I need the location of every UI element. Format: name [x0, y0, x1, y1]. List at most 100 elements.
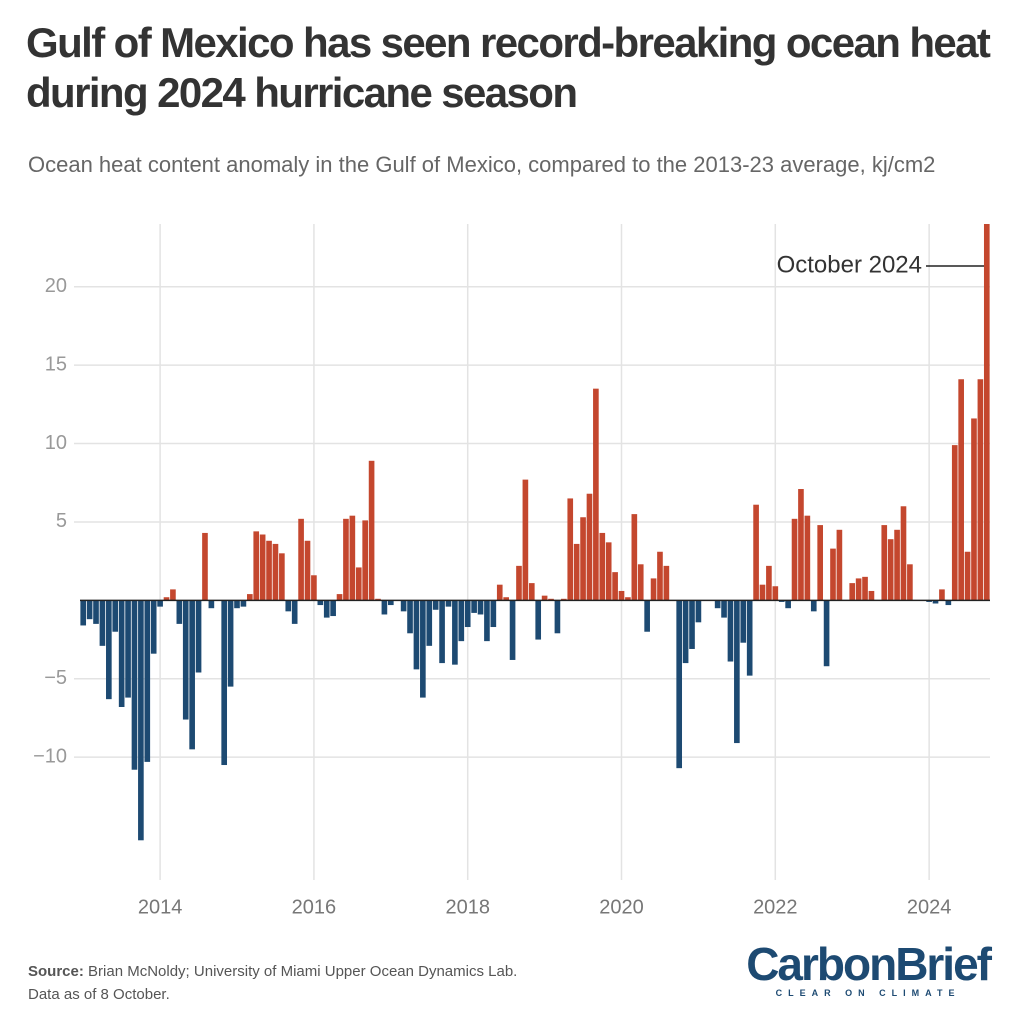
bar	[381, 600, 388, 615]
bar	[86, 600, 93, 620]
bar	[323, 600, 330, 618]
bar	[317, 600, 324, 606]
bar	[420, 600, 426, 698]
x-tick-label: 2014	[138, 896, 183, 918]
bar	[253, 531, 260, 601]
bar	[503, 597, 509, 601]
y-tick-label: −10	[33, 745, 67, 767]
bar	[227, 600, 234, 687]
bar	[266, 540, 272, 601]
bar	[202, 532, 208, 601]
logo-text: CarbonBrief	[746, 938, 992, 990]
bar	[496, 584, 503, 601]
bar	[349, 515, 356, 601]
bar	[746, 600, 753, 676]
bar	[541, 595, 548, 601]
bar	[208, 600, 215, 609]
bar	[298, 518, 304, 601]
bar	[881, 525, 888, 601]
bar	[618, 590, 625, 601]
bar	[817, 525, 823, 601]
bar	[778, 600, 785, 602]
bar	[810, 600, 817, 612]
y-tick-label: 15	[45, 353, 67, 375]
bar	[887, 539, 894, 601]
bar	[445, 600, 452, 607]
bar	[836, 529, 843, 601]
bar	[144, 600, 151, 762]
bar	[336, 594, 343, 601]
bar	[432, 600, 439, 610]
bar	[343, 518, 349, 601]
bar	[247, 594, 253, 601]
bar	[593, 388, 599, 601]
bar	[855, 578, 862, 601]
bar	[407, 600, 413, 634]
bar	[548, 598, 554, 601]
bar	[99, 600, 106, 646]
bar	[375, 598, 381, 601]
bar	[477, 600, 484, 615]
bar	[958, 379, 964, 601]
bar	[599, 532, 606, 601]
bar	[766, 565, 772, 601]
bar	[586, 493, 593, 601]
bar	[195, 600, 202, 673]
bar	[272, 543, 279, 601]
bar	[721, 600, 727, 618]
bar	[676, 600, 683, 769]
bar	[644, 600, 650, 632]
y-tick-label: 20	[45, 275, 67, 297]
x-tick-label: 2024	[907, 896, 952, 918]
bar	[221, 600, 228, 766]
bar	[682, 600, 689, 664]
bar	[862, 576, 868, 601]
bar	[413, 600, 420, 670]
bar	[932, 600, 939, 604]
bar	[727, 600, 734, 662]
bar	[945, 600, 952, 606]
bar	[285, 600, 292, 612]
bar	[112, 600, 119, 632]
bar	[240, 600, 247, 607]
bar	[528, 583, 535, 601]
x-tick-label: 2016	[292, 896, 337, 918]
bar	[772, 586, 779, 601]
bar	[605, 542, 612, 601]
chart-subtitle: Ocean heat content anomaly in the Gulf o…	[28, 152, 936, 177]
bar	[426, 600, 433, 646]
bar	[189, 600, 195, 750]
bar	[170, 589, 176, 601]
y-tick-label: 10	[45, 432, 67, 454]
bar	[516, 565, 522, 601]
bar	[138, 600, 144, 841]
bar	[637, 564, 644, 601]
bar	[695, 600, 702, 623]
bar	[823, 600, 830, 667]
bar	[759, 584, 766, 601]
bar	[830, 548, 836, 601]
bar	[791, 518, 798, 601]
bar	[573, 543, 580, 601]
bar	[330, 600, 336, 617]
source-label: Source:	[28, 963, 84, 980]
bar	[291, 600, 298, 624]
bar	[977, 379, 984, 601]
bar	[900, 506, 907, 601]
bar	[484, 600, 490, 642]
bar	[387, 600, 394, 606]
bar	[567, 498, 574, 601]
logo: CarbonBrief CLEAR ON CLIMATE	[746, 938, 992, 998]
annotation: October 2024	[777, 251, 922, 278]
footer: Source: Brian McNoldy; University of Mia…	[28, 960, 517, 1006]
bar	[753, 504, 759, 601]
bar	[939, 589, 945, 601]
bar	[625, 597, 631, 601]
bar	[509, 600, 516, 660]
bar	[234, 600, 240, 609]
bar	[740, 600, 747, 643]
bar	[131, 600, 138, 770]
bar	[182, 600, 189, 720]
bar	[650, 578, 657, 601]
